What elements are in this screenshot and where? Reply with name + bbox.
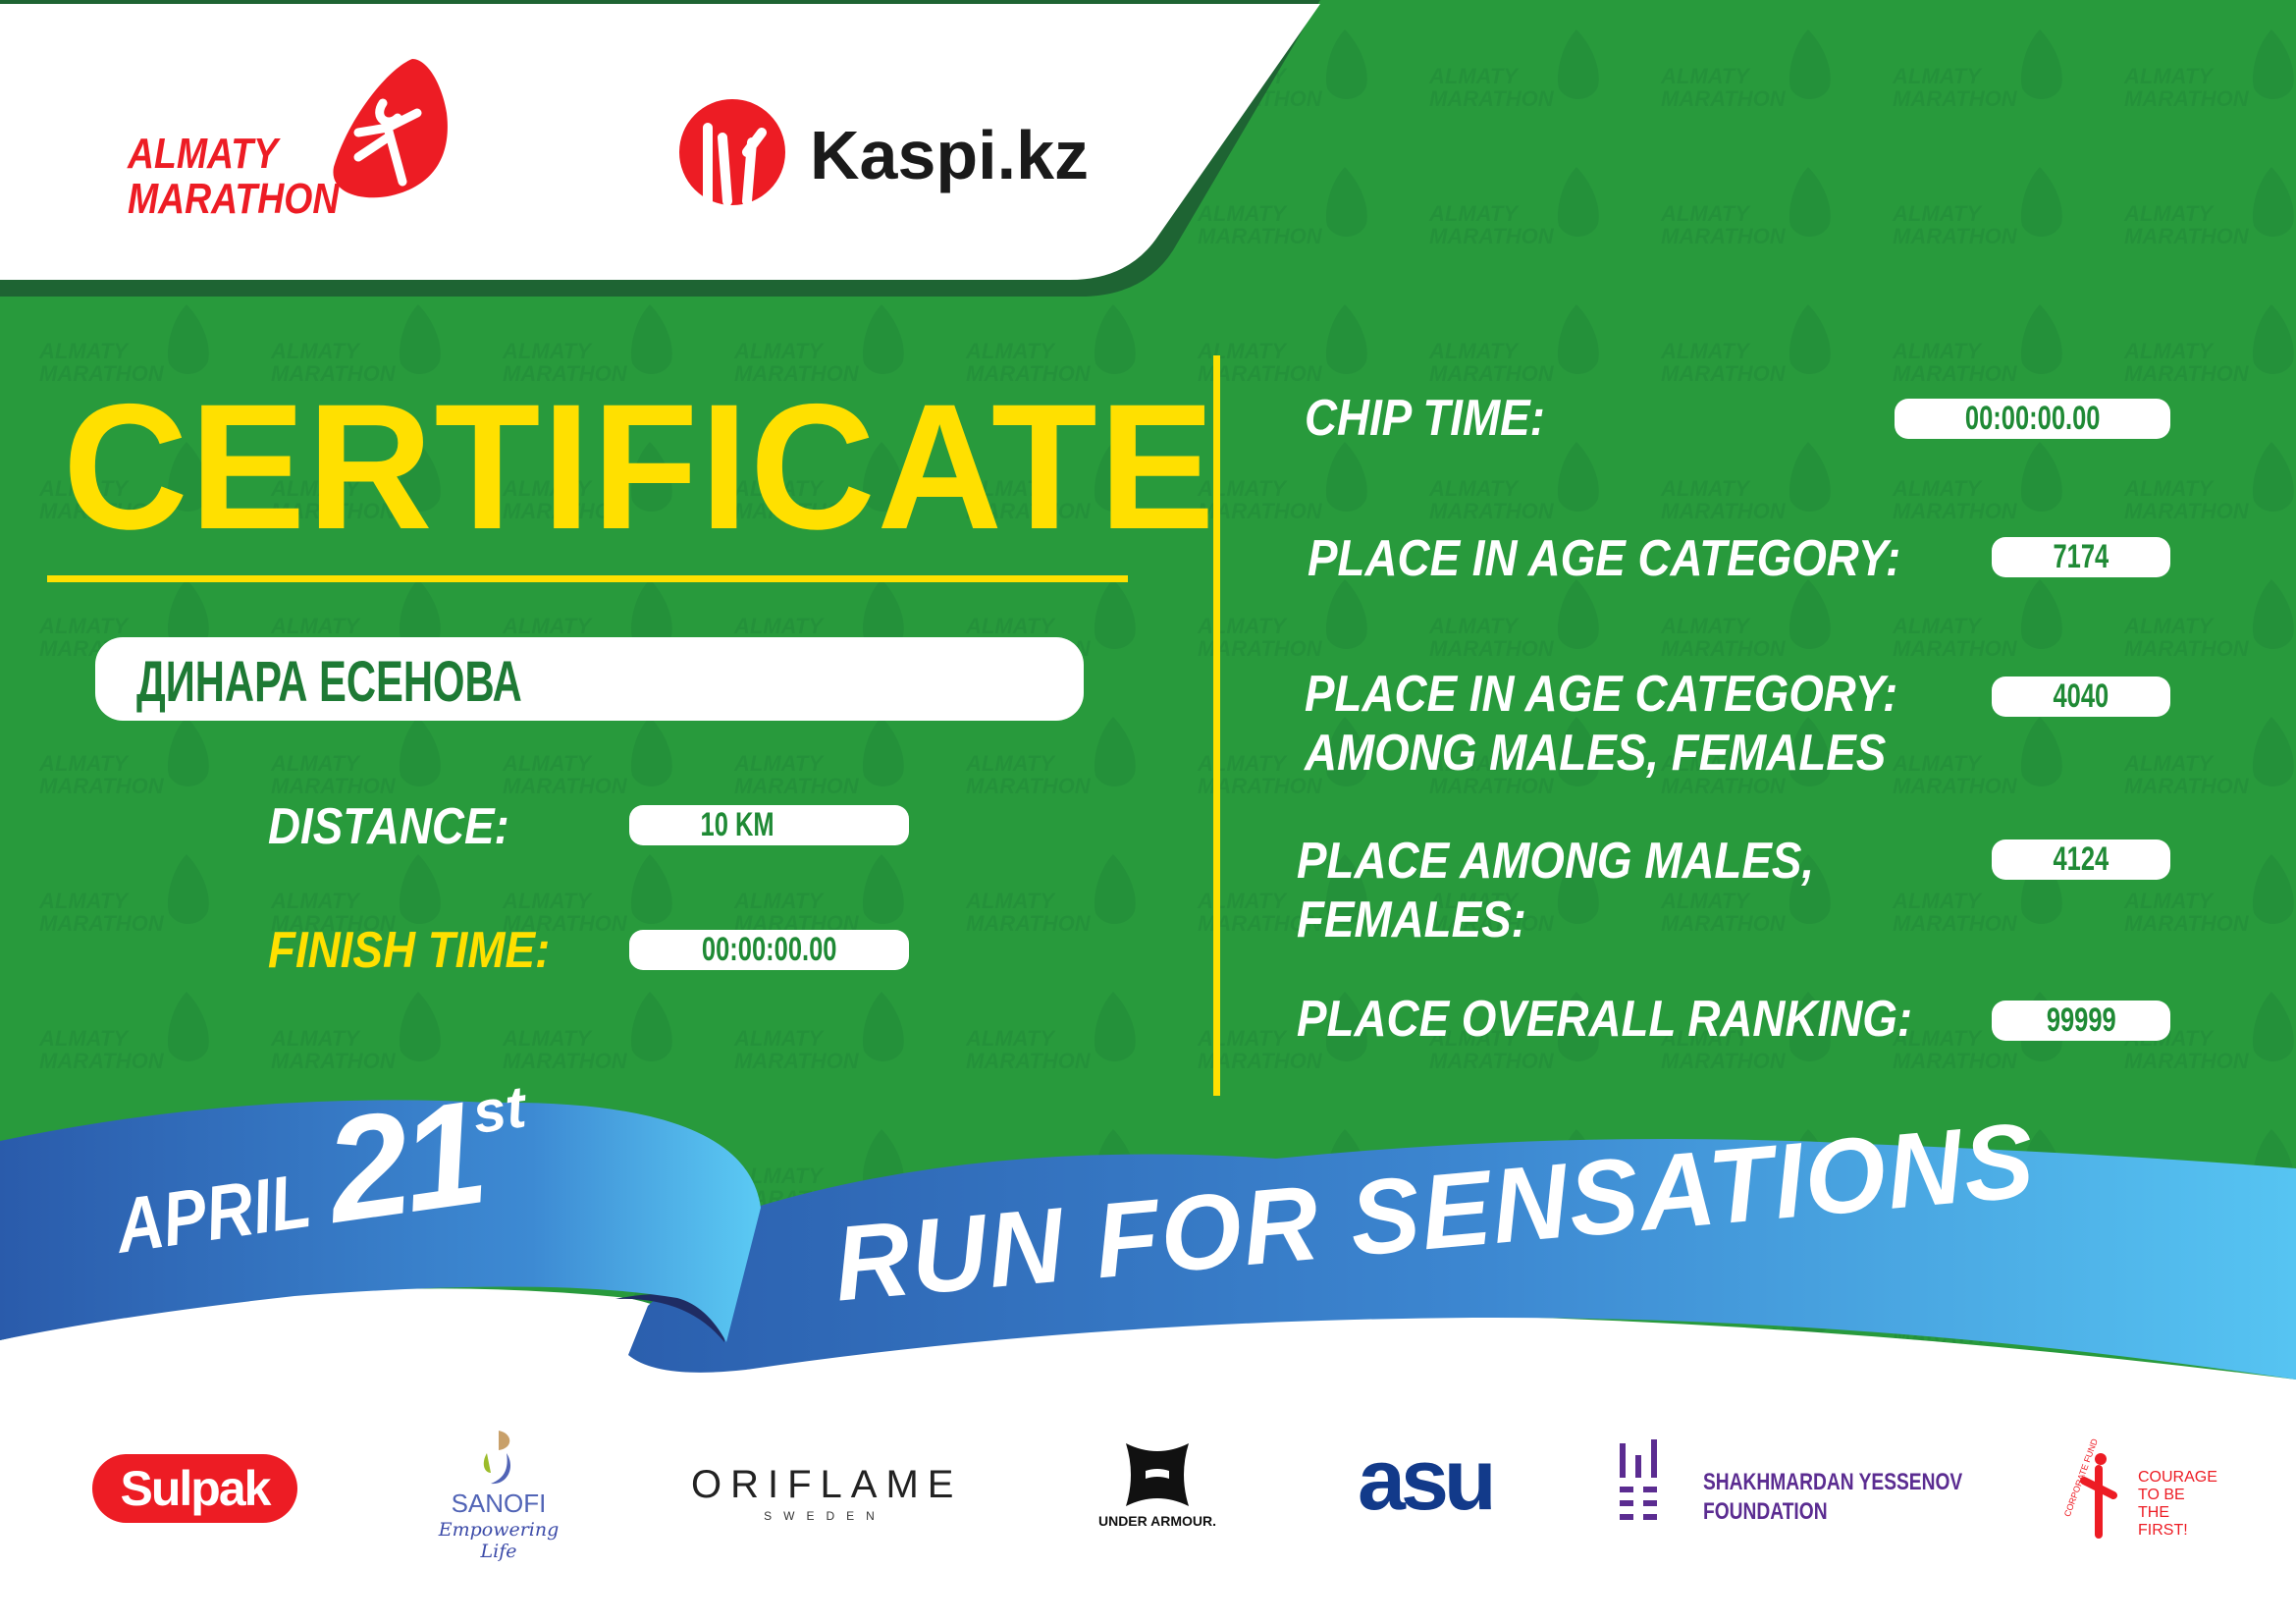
logo-text-marathon: MARATHON	[128, 175, 340, 223]
finish-time-label: FINISH TIME:	[268, 922, 551, 979]
sanofi-text: SANOFI	[451, 1489, 547, 1518]
almaty-marathon-logo: ALMATY MARATHON	[128, 59, 461, 226]
date-day: 21	[316, 1068, 491, 1254]
logo-text-almaty: ALMATY	[128, 130, 279, 178]
sanofi-tagline: Empowering Life	[438, 1519, 560, 1562]
chip-time-value: 00:00:00.00	[1895, 399, 2170, 439]
finish-time-value-text: 00:00:00.00	[701, 931, 837, 968]
oriflame-text: ORIFLAME	[691, 1463, 963, 1506]
date-suffix: st	[468, 1073, 530, 1147]
age-category-label: PLACE IN AGE CATEGORY:	[1308, 530, 1901, 587]
yessenov-logo: SHAKHMARDAN YESSENOV FOUNDATION	[1618, 1435, 1962, 1526]
yessenov-text-line1: SHAKHMARDAN YESSENOV	[1703, 1469, 1963, 1495]
yessenov-text-line2: FOUNDATION	[1703, 1498, 1828, 1525]
gender-value-text: 4124	[2053, 840, 2109, 878]
gender-value: 4124	[1992, 839, 2170, 880]
date-month: APRIL	[110, 1156, 316, 1270]
age-category-gender-value: 4040	[1992, 677, 2170, 717]
kaspi-text: Kaspi.kz	[810, 117, 1089, 193]
oriflame-logo: ORIFLAME SWEDEN	[691, 1463, 959, 1523]
courage-text-3: THE FIRST!	[2138, 1504, 2188, 1539]
age-category-gender-label-line1: PLACE IN AGE CATEGORY:	[1305, 666, 1898, 723]
chip-time-value-text: 00:00:00.00	[1964, 400, 2101, 437]
age-category-gender-label-line2: AMONG MALES, FEMALES	[1305, 725, 1887, 782]
runner-name-field: ДИНАРА ЕСЕНОВА	[95, 637, 1084, 721]
asu-logo: asu	[1358, 1431, 1497, 1528]
divider-vertical	[1213, 355, 1220, 1096]
courage-text-2: TO BE	[2138, 1487, 2185, 1503]
chip-time-label: CHIP TIME:	[1305, 390, 1545, 447]
sulpak-text: Sulpak	[120, 1461, 272, 1516]
courage-fund-logo: CORPORATE FUND COURAGE TO BE THE FIRST!	[2057, 1437, 2217, 1542]
courage-figure-icon	[2080, 1453, 2117, 1539]
under-armour-logo: UNDER ARMOUR.	[1079, 1441, 1236, 1529]
gender-label-line2: FEMALES:	[1297, 892, 1526, 948]
kaspi-logo: Kaspi.kz	[678, 98, 1089, 206]
under-armour-icon	[1126, 1443, 1189, 1506]
runner-drop-icon	[333, 59, 448, 198]
sanofi-logo: SANOFI Empowering Life	[425, 1429, 572, 1562]
age-category-value-text: 7174	[2053, 538, 2109, 575]
sulpak-logo: Sulpak	[92, 1454, 297, 1523]
divider-horizontal	[47, 575, 1128, 582]
under-armour-text: UNDER ARMOUR.	[1097, 1513, 1217, 1529]
runner-name: ДИНАРА ЕСЕНОВА	[136, 650, 522, 714]
distance-label: DISTANCE:	[268, 798, 509, 855]
sanofi-icon	[483, 1431, 511, 1485]
gender-label-line1: PLACE AMONG MALES,	[1297, 833, 1815, 890]
overall-value: 99999	[1992, 1001, 2170, 1041]
courage-text-1: COURAGE	[2138, 1469, 2217, 1486]
distance-value: 10 KM	[629, 805, 909, 845]
certificate-title: CERTIFICATE	[63, 366, 1217, 567]
age-category-value: 7174	[1992, 537, 2170, 577]
oriflame-sub: SWEDEN	[764, 1509, 886, 1523]
kaspi-icon	[679, 99, 785, 206]
distance-value-text: 10 KM	[700, 806, 774, 843]
overall-label: PLACE OVERALL RANKING:	[1297, 991, 1913, 1048]
age-category-gender-value-text: 4040	[2053, 677, 2109, 715]
yessenov-icon	[1620, 1439, 1657, 1520]
overall-value-text: 99999	[2046, 1001, 2116, 1039]
finish-time-value: 00:00:00.00	[629, 930, 909, 970]
